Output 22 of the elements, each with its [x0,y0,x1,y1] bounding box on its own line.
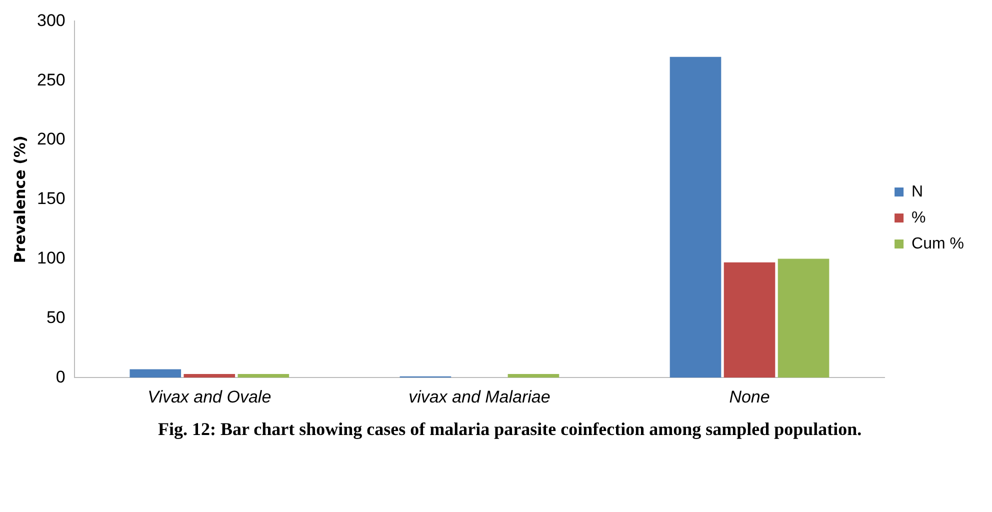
caption: Fig. 12: Bar chart showing cases of malaria parasite coinfection among sampled population. [158,418,863,440]
y-tick-label: 50 [46,308,66,327]
bar [130,369,182,378]
x-tick-label: vivax and Malariae [408,388,550,407]
y-tick-label: 100 [36,248,66,268]
y-tick-label: 150 [36,189,66,208]
y-axis-title: Prevalence (%) [10,136,29,264]
bar [670,56,722,378]
legend-label: % [912,209,926,226]
x-tick-label: Vivax and Ovale [148,388,272,407]
y-tick-label: 0 [56,367,66,386]
bar [508,374,560,378]
legend-label: N [912,183,924,200]
bar [778,258,830,378]
y-tick-label: 200 [36,130,66,149]
y-tick-label: 250 [36,70,66,90]
bar [238,374,290,378]
bar [724,262,776,378]
bar [184,374,236,378]
x-tick-label: None [729,388,770,407]
legend-label: Cum % [912,235,964,252]
y-tick-label: 300 [36,10,66,30]
